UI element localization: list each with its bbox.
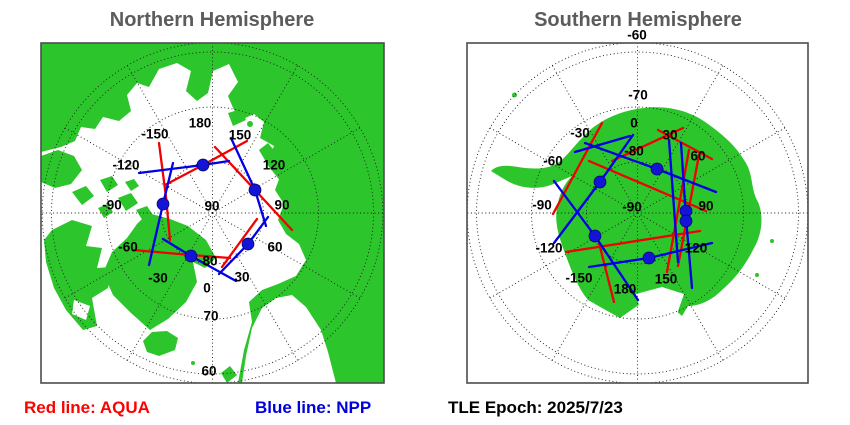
grid-labels: 180 -150 150 -120 120 -90 90 90 -60 60 -30 30 0 80 70 6… — [102, 116, 289, 379]
grid-label: -150 — [565, 271, 592, 286]
grid-label: -80 — [624, 144, 644, 159]
landmass — [228, 109, 246, 126]
legend-npp: Blue line: NPP — [255, 398, 372, 417]
aqua-track-line — [551, 121, 604, 216]
landmass — [247, 121, 253, 127]
grid-label: -120 — [112, 158, 139, 173]
grid-label: -120 — [535, 241, 562, 256]
landmass — [259, 143, 291, 183]
grid-label: 90 — [204, 199, 219, 214]
grid-label: -70 — [628, 88, 648, 103]
landmass — [143, 331, 178, 356]
grid-label: 30 — [234, 270, 249, 285]
landmass — [41, 43, 384, 383]
grid-label: 60 — [267, 240, 282, 255]
legend-aqua: Red line: AQUA — [24, 398, 150, 417]
grid-label: -90 — [622, 200, 642, 215]
landmass — [41, 150, 82, 188]
grid-label: -60 — [627, 28, 647, 43]
graticule — [41, 43, 384, 383]
grid-label: 150 — [655, 272, 678, 287]
grid-label: 90 — [698, 199, 713, 214]
grid-label: 70 — [203, 309, 218, 324]
latitude-circle — [531, 106, 744, 320]
north-map-title: Northern Hemisphere — [109, 9, 315, 31]
aqua-track-line — [597, 241, 616, 304]
satellite-position-dot — [588, 229, 602, 243]
landmass — [755, 273, 759, 277]
grid-label: 180 — [614, 282, 637, 297]
landmass — [770, 239, 774, 243]
satellite-position-dot — [156, 197, 170, 211]
satellite-position-dot — [241, 237, 255, 251]
latitude-circle — [51, 51, 374, 375]
landmass — [103, 213, 216, 330]
latitude-circle — [41, 43, 384, 383]
grid-label: 80 — [202, 254, 217, 269]
npp-track-line — [573, 134, 632, 154]
satellite-position-dot — [679, 214, 693, 228]
latitude-circle — [476, 51, 799, 375]
ocean-inlet — [636, 287, 684, 330]
landmass — [44, 220, 111, 330]
aqua-track-line — [220, 217, 259, 269]
landmass — [191, 361, 195, 365]
aqua-track-line — [564, 229, 702, 254]
south-map-title: Southern Hemisphere — [534, 9, 742, 31]
landmass — [72, 176, 153, 221]
satellite-position-dot — [642, 251, 656, 265]
grid-label: -30 — [148, 271, 168, 286]
grid-label: 150 — [229, 128, 252, 143]
landmass — [221, 366, 237, 383]
grid-label: -90 — [102, 198, 122, 213]
grid-label: -60 — [118, 240, 138, 255]
grid-label: 0 — [203, 281, 211, 296]
grid-label: -30 — [570, 126, 590, 141]
aqua-track-line — [610, 126, 685, 163]
grid-label: -90 — [532, 198, 552, 213]
satellite-position-dot — [593, 175, 607, 189]
aqua-track-line — [157, 141, 172, 242]
grid-label: -60 — [543, 154, 563, 169]
map-frame — [40, 42, 385, 384]
grid-label: 120 — [263, 158, 286, 173]
npp-track-line — [667, 138, 680, 264]
latitude-circle — [106, 106, 319, 320]
grid-label: 30 — [662, 128, 677, 143]
satellite-position-dot — [184, 249, 198, 263]
map-frame — [466, 42, 809, 384]
grid-label: 60 — [690, 149, 705, 164]
grid-label: 120 — [685, 241, 708, 256]
grid-label: 0 — [630, 116, 638, 131]
grid-labels: -60 -70 0 -30 30 -80 60 -60 -90 90 -90 -120 120 -150 1… — [532, 28, 713, 297]
grid-label: -150 — [141, 127, 168, 142]
north-hemisphere-map: 180 -150 150 -120 120 -90 90 90 -60 60 -30 30 0 80 70 6… — [40, 42, 385, 384]
grid-label: 180 — [189, 116, 212, 131]
tle-epoch-label: TLE Epoch: 2025/7/23 — [448, 398, 623, 417]
satellite-position-dot — [248, 183, 262, 197]
south-hemisphere-map: -60 -70 0 -30 30 -80 60 -60 -90 90 -90 -120 120 -150 1… — [466, 28, 809, 384]
satellite-position-dot — [196, 158, 210, 172]
grid-label: 60 — [201, 364, 216, 379]
grid-label: 90 — [274, 198, 289, 213]
landmass — [491, 107, 762, 320]
satellite-position-dot — [650, 162, 664, 176]
